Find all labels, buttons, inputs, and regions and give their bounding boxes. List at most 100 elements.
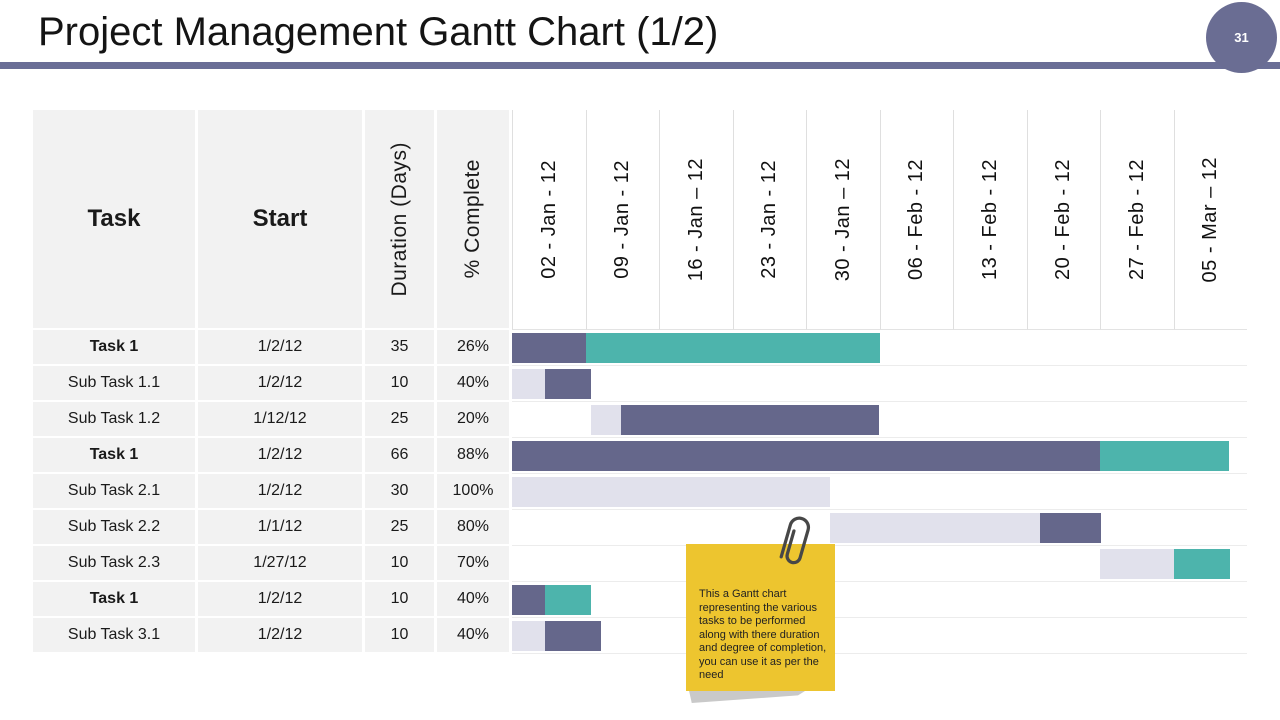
table-cell: 66	[365, 438, 437, 474]
header-percent-complete: % Complete	[437, 110, 512, 330]
table-row: Sub Task 2.2 1/1/12 25 80%	[33, 510, 1247, 546]
timeline-tick-label: 09 - Jan - 12	[611, 160, 634, 279]
table-cell: 1/2/12	[198, 618, 365, 654]
timeline-tick-label: 02 - Jan - 12	[537, 160, 560, 279]
gantt-row-area	[512, 582, 1247, 618]
timeline-tick: 05 - Mar – 12	[1173, 110, 1247, 330]
gantt-bar-slate	[512, 585, 545, 615]
timeline-tick: 30 - Jan – 12	[806, 110, 880, 330]
table-cell: Sub Task 1.1	[33, 366, 198, 402]
timeline-tick: 13 - Feb - 12	[953, 110, 1027, 330]
table-cell: 1/2/12	[198, 438, 365, 474]
table-cell: 1/12/12	[198, 402, 365, 438]
gantt-row-area	[512, 402, 1247, 438]
gantt-row-area	[512, 438, 1247, 474]
gantt-bar-lavender	[512, 477, 831, 507]
timeline-tick-label: 20 - Feb - 12	[1052, 158, 1075, 280]
timeline-tick: 23 - Jan - 12	[732, 110, 806, 330]
gantt-bar-slate	[512, 333, 586, 363]
table-cell: 1/2/12	[198, 330, 365, 366]
header-start: Start	[198, 110, 365, 330]
table-cell: 40%	[437, 618, 512, 654]
table-cell: 40%	[437, 366, 512, 402]
table-cell: 40%	[437, 582, 512, 618]
table-cell: 88%	[437, 438, 512, 474]
table-header-row: Task Start Duration (Days) % Complete 02…	[33, 110, 1247, 330]
slide-number-badge: 31	[1206, 2, 1277, 73]
gantt-bar-slate	[1040, 513, 1102, 543]
table-cell: 1/2/12	[198, 582, 365, 618]
table-cell: Sub Task 2.2	[33, 510, 198, 546]
gantt-bar-teal	[544, 585, 591, 615]
table-row: Sub Task 1.1 1/2/12 10 40%	[33, 366, 1247, 402]
timeline-tick-label: 16 - Jan – 12	[684, 157, 707, 282]
title-underline-bar	[0, 62, 1280, 69]
table-cell: Sub Task 3.1	[33, 618, 198, 654]
table-cell: 70%	[437, 546, 512, 582]
gantt-bar-slate	[544, 621, 602, 651]
table-cell: 80%	[437, 510, 512, 546]
gantt-row-area	[512, 618, 1247, 654]
header-task: Task	[33, 110, 198, 330]
timeline-header: 02 - Jan - 12 09 - Jan - 12 16 - Jan – 12 2…	[512, 110, 1247, 330]
timeline-tick: 20 - Feb - 12	[1026, 110, 1100, 330]
table-cell: 10	[365, 618, 437, 654]
timeline-tick: 06 - Feb - 12	[879, 110, 953, 330]
table-cell: 20%	[437, 402, 512, 438]
gantt-bar-lavender	[1100, 549, 1174, 579]
gantt-bar-lavender	[590, 405, 622, 435]
table-row: Task 1 1/2/12 66 88%	[33, 438, 1247, 474]
sticky-note: This a Gantt chart representing the vari…	[686, 544, 835, 691]
table-cell: 25	[365, 510, 437, 546]
paperclip-icon	[779, 516, 811, 565]
table-cell: Task 1	[33, 330, 198, 366]
gantt-row-area	[512, 366, 1247, 402]
timeline-tick-label: 13 - Feb - 12	[978, 158, 1001, 280]
table-cell: Task 1	[33, 582, 198, 618]
table-cell: 30	[365, 474, 437, 510]
gantt-bar-teal	[1173, 549, 1231, 579]
gantt-bar-teal	[585, 333, 880, 363]
sticky-note-text: This a Gantt chart representing the vari…	[699, 588, 827, 681]
header-percent-complete-label: % Complete	[461, 159, 484, 279]
gantt-bar-lavender	[830, 513, 1041, 543]
table-cell: Sub Task 2.3	[33, 546, 198, 582]
gantt-row-area	[512, 546, 1247, 582]
gantt-bar-lavender	[512, 369, 545, 399]
table-cell: Sub Task 2.1	[33, 474, 198, 510]
table-row: Task 1 1/2/12 35 26%	[33, 330, 1247, 366]
table-cell: 1/2/12	[198, 366, 365, 402]
table-cell: 100%	[437, 474, 512, 510]
gantt-row-area	[512, 330, 1247, 366]
table-cell: 1/2/12	[198, 474, 365, 510]
table-row: Sub Task 1.2 1/12/12 25 20%	[33, 402, 1247, 438]
table-cell: 10	[365, 366, 437, 402]
table-cell: 35	[365, 330, 437, 366]
timeline-tick-label: 30 - Jan – 12	[831, 157, 854, 282]
header-duration: Duration (Days)	[365, 110, 437, 330]
table-body: Task 1 1/2/12 35 26% Sub Task 1.1 1/2/12 10 40%…	[33, 330, 1247, 654]
gantt-bar-slate	[621, 405, 880, 435]
gantt-bar-teal	[1100, 441, 1230, 471]
gantt-bar-slate	[512, 441, 1100, 471]
gantt-bar-slate	[544, 369, 591, 399]
table-row: Sub Task 2.1 1/2/12 30 100%	[33, 474, 1247, 510]
timeline-tick-label: 06 - Feb - 12	[905, 158, 928, 280]
table-cell: Sub Task 1.2	[33, 402, 198, 438]
timeline-tick: 16 - Jan – 12	[659, 110, 733, 330]
page-title: Project Management Gantt Chart (1/2)	[38, 10, 719, 54]
table-row: Sub Task 2.3 1/27/12 10 70%	[33, 546, 1247, 582]
timeline-tick-label: 23 - Jan - 12	[758, 160, 781, 279]
timeline-tick: 27 - Feb - 12	[1100, 110, 1174, 330]
table-cell: Task 1	[33, 438, 198, 474]
table-row: Sub Task 3.1 1/2/12 10 40%	[33, 618, 1247, 654]
timeline-tick-label: 05 - Mar – 12	[1199, 156, 1222, 283]
table-row: Task 1 1/2/12 10 40%	[33, 582, 1247, 618]
table-cell: 1/1/12	[198, 510, 365, 546]
gantt-row-area	[512, 510, 1247, 546]
table-cell: 25	[365, 402, 437, 438]
table-cell: 1/27/12	[198, 546, 365, 582]
gantt-row-area	[512, 474, 1247, 510]
header-duration-label: Duration (Days)	[387, 141, 411, 297]
timeline-tick: 02 - Jan - 12	[512, 110, 586, 330]
